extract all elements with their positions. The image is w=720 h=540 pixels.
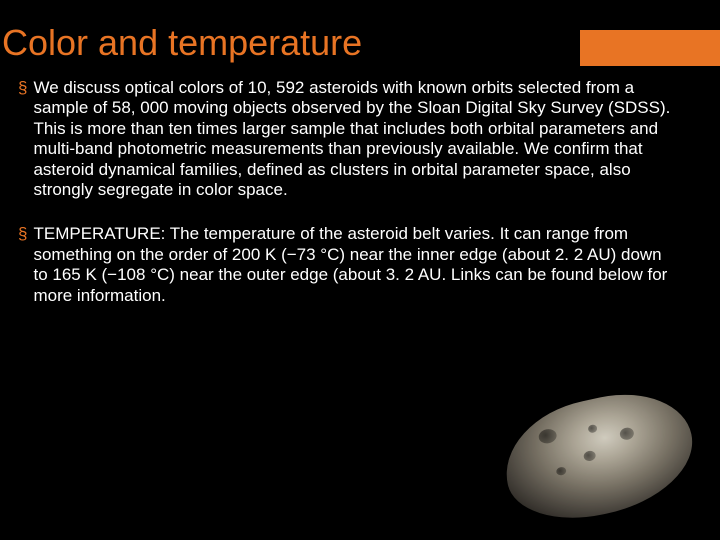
crater xyxy=(556,466,567,476)
bullet-item: § We discuss optical colors of 10, 592 a… xyxy=(18,78,680,200)
asteroid-body xyxy=(494,381,704,533)
bullet-text: TEMPERATURE: The temperature of the aste… xyxy=(33,224,680,306)
bullet-marker: § xyxy=(18,78,27,200)
slide-content: § We discuss optical colors of 10, 592 a… xyxy=(18,78,680,330)
crater xyxy=(587,424,597,434)
crater xyxy=(583,450,597,462)
bullet-item: § TEMPERATURE: The temperature of the as… xyxy=(18,224,680,306)
crater xyxy=(537,428,558,445)
bullet-marker: § xyxy=(18,224,27,306)
accent-bar xyxy=(580,30,720,66)
bullet-text: We discuss optical colors of 10, 592 ast… xyxy=(33,78,680,200)
slide-title: Color and temperature xyxy=(2,22,362,64)
asteroid-image xyxy=(494,374,704,534)
crater xyxy=(619,426,635,441)
